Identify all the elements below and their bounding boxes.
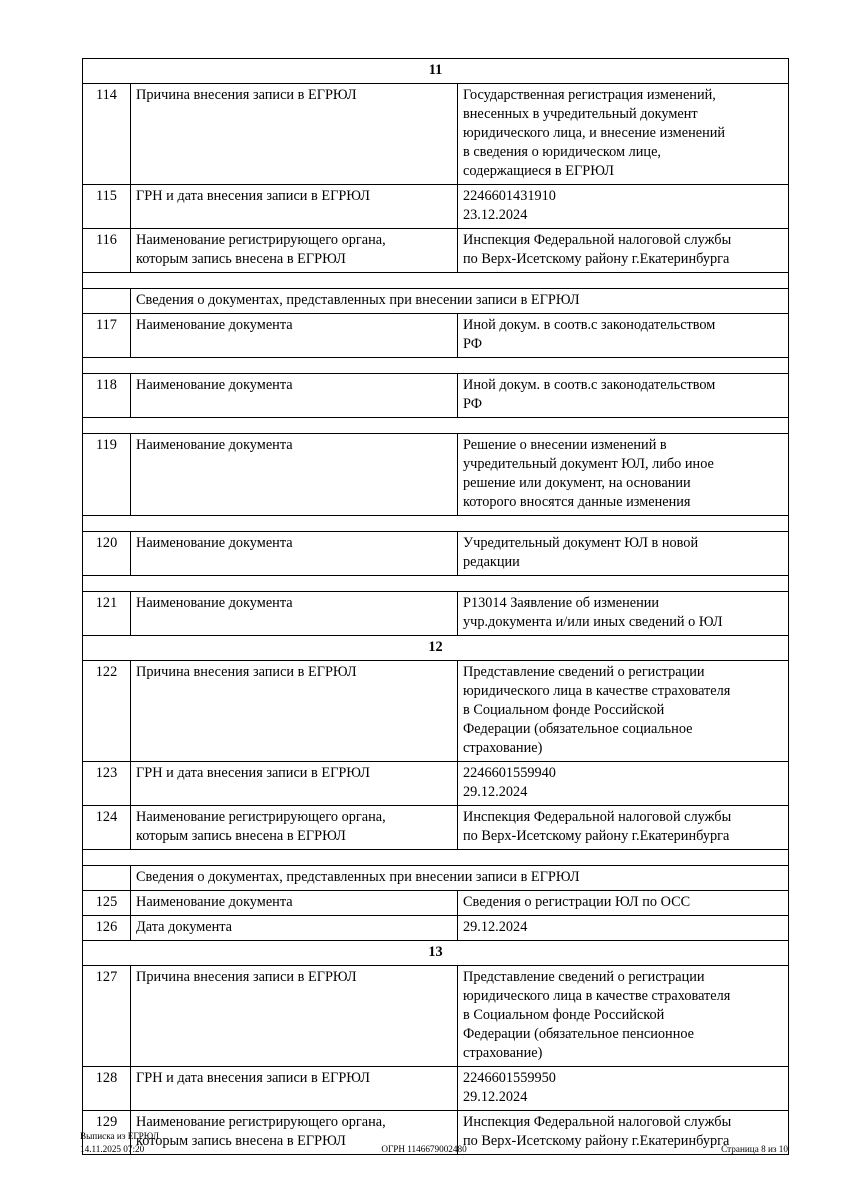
spacer-cell xyxy=(82,575,789,592)
row-value-cell: Представление сведений о регистрации юри… xyxy=(457,660,789,762)
row-number-cell: 125 xyxy=(82,890,131,916)
row-value-cell: Учредительный документ ЮЛ в новой редакц… xyxy=(457,531,789,576)
row-label-cell: Наименование регистрирующего органа, кот… xyxy=(130,805,458,850)
row-value-cell: Инспекция Федеральной налоговой службы п… xyxy=(457,1110,789,1155)
row-number-cell: 114 xyxy=(82,83,131,185)
row-number-cell: 118 xyxy=(82,373,131,418)
egrul-records-table: 11 114 Причина внесения записи в ЕГРЮЛ Госу… xyxy=(82,58,789,1155)
spacer-cell xyxy=(82,272,789,289)
row-number-cell: 117 xyxy=(82,313,131,358)
section-heading-row: 13 xyxy=(82,940,789,966)
table-row: 119 Наименование документа Решение о внесе… xyxy=(82,433,789,516)
row-number-cell xyxy=(82,288,131,314)
spacer-cell xyxy=(82,515,789,532)
section-heading-number: 11 xyxy=(82,58,789,84)
table-row: 128 ГРН и дата внесения записи в ЕГРЮЛ 224… xyxy=(82,1066,789,1111)
row-label-cell: Наименование документа xyxy=(130,433,458,516)
documents-subheading-label: Сведения о документах, представленных пр… xyxy=(130,288,789,314)
spacer-row xyxy=(82,849,789,866)
row-label-cell: ГРН и дата внесения записи в ЕГРЮЛ xyxy=(130,1066,458,1111)
row-label-cell: Наименование регистрирующего органа, кот… xyxy=(130,228,458,273)
spacer-row xyxy=(82,357,789,374)
section-heading-number: 12 xyxy=(82,635,789,661)
table-row: 126 Дата документа 29.12.2024 xyxy=(82,915,789,941)
row-value-cell: Сведения о регистрации ЮЛ по ОСС xyxy=(457,890,789,916)
footer-ogrn-text: ОГРН 1146679002480 xyxy=(381,1144,467,1154)
row-label-cell: Наименование документа xyxy=(130,313,458,358)
spacer-cell xyxy=(82,417,789,434)
spacer-cell xyxy=(82,357,789,374)
row-label-cell: ГРН и дата внесения записи в ЕГРЮЛ xyxy=(130,184,458,229)
row-number-cell: 122 xyxy=(82,660,131,762)
row-number-cell: 126 xyxy=(82,915,131,941)
table-row: 127 Причина внесения записи в ЕГРЮЛ Предст… xyxy=(82,965,789,1067)
table-row: 117 Наименование документа Иной докум. в с… xyxy=(82,313,789,358)
row-number-cell: 127 xyxy=(82,965,131,1067)
row-value-cell: 2246601559950 29.12.2024 xyxy=(457,1066,789,1111)
spacer-row xyxy=(82,515,789,532)
table-row: 116 Наименование регистрирующего органа, … xyxy=(82,228,789,273)
documents-subheading-row: Сведения о документах, представленных пр… xyxy=(82,865,789,891)
table-row: 121 Наименование документа Р13014 Заявлени… xyxy=(82,591,789,636)
row-label-cell: Наименование документа xyxy=(130,531,458,576)
table-body: 11 114 Причина внесения записи в ЕГРЮЛ Госу… xyxy=(82,58,789,1155)
row-value-cell: Государственная регистрация изменений, в… xyxy=(457,83,789,185)
table-row: 118 Наименование документа Иной докум. в с… xyxy=(82,373,789,418)
table-row: 125 Наименование документа Сведения о реги… xyxy=(82,890,789,916)
row-value-cell: 29.12.2024 xyxy=(457,915,789,941)
row-label-cell: Причина внесения записи в ЕГРЮЛ xyxy=(130,660,458,762)
row-value-cell: 2246601431910 23.12.2024 xyxy=(457,184,789,229)
row-label-cell: Причина внесения записи в ЕГРЮЛ xyxy=(130,965,458,1067)
row-value-cell: Представление сведений о регистрации юри… xyxy=(457,965,789,1067)
section-heading-number: 13 xyxy=(82,940,789,966)
documents-subheading-row: Сведения о документах, представленных пр… xyxy=(82,288,789,314)
row-value-cell: 2246601559940 29.12.2024 xyxy=(457,761,789,806)
section-heading-row: 12 xyxy=(82,635,789,661)
spacer-row xyxy=(82,575,789,592)
row-label-cell: Причина внесения записи в ЕГРЮЛ xyxy=(130,83,458,185)
row-value-cell: Инспекция Федеральной налоговой службы п… xyxy=(457,228,789,273)
spacer-row xyxy=(82,272,789,289)
table-row: 123 ГРН и дата внесения записи в ЕГРЮЛ 224… xyxy=(82,761,789,806)
row-number-cell: 123 xyxy=(82,761,131,806)
table-row: 114 Причина внесения записи в ЕГРЮЛ Госуда… xyxy=(82,83,789,185)
row-label-cell: ГРН и дата внесения записи в ЕГРЮЛ xyxy=(130,761,458,806)
page-footer: Выписка из ЕГРЮЛ 14.11.2025 07:20 ОГРН 1… xyxy=(0,1130,848,1170)
row-label-cell: Наименование регистрирующего органа, кот… xyxy=(130,1110,458,1155)
row-value-cell: Иной докум. в соотв.с законодательством … xyxy=(457,373,789,418)
spacer-cell xyxy=(82,849,789,866)
row-value-cell: Иной докум. в соотв.с законодательством … xyxy=(457,313,789,358)
row-label-cell: Наименование документа xyxy=(130,591,458,636)
row-number-cell: 124 xyxy=(82,805,131,850)
row-number-cell xyxy=(82,865,131,891)
spacer-row xyxy=(82,417,789,434)
documents-subheading-label: Сведения о документах, представленных пр… xyxy=(130,865,789,891)
row-label-cell: Наименование документа xyxy=(130,373,458,418)
table-row: 115 ГРН и дата внесения записи в ЕГРЮЛ 224… xyxy=(82,184,789,229)
row-value-cell: Решение о внесении изменений в учредител… xyxy=(457,433,789,516)
table-row: 124 Наименование регистрирующего органа, … xyxy=(82,805,789,850)
row-value-cell: Р13014 Заявление об изменении учр.докуме… xyxy=(457,591,789,636)
table-row: 120 Наименование документа Учредительный д… xyxy=(82,531,789,576)
row-number-cell: 119 xyxy=(82,433,131,516)
row-number-cell: 121 xyxy=(82,591,131,636)
row-number-cell: 120 xyxy=(82,531,131,576)
row-label-cell: Наименование документа xyxy=(130,890,458,916)
row-label-cell: Дата документа xyxy=(130,915,458,941)
footer-page-number: Страница 8 из 10 xyxy=(721,1144,788,1154)
row-number-cell: 128 xyxy=(82,1066,131,1111)
table-row: 122 Причина внесения записи в ЕГРЮЛ Предст… xyxy=(82,660,789,762)
footer-left-text: Выписка из ЕГРЮЛ 14.11.2025 07:20 xyxy=(80,1131,160,1155)
row-value-cell: Инспекция Федеральной налоговой службы п… xyxy=(457,805,789,850)
row-number-cell: 116 xyxy=(82,228,131,273)
row-number-cell: 129 xyxy=(82,1110,131,1155)
section-heading-row: 11 xyxy=(82,58,789,84)
row-number-cell: 115 xyxy=(82,184,131,229)
table-row: 129 Наименование регистрирующего органа, … xyxy=(82,1110,789,1155)
